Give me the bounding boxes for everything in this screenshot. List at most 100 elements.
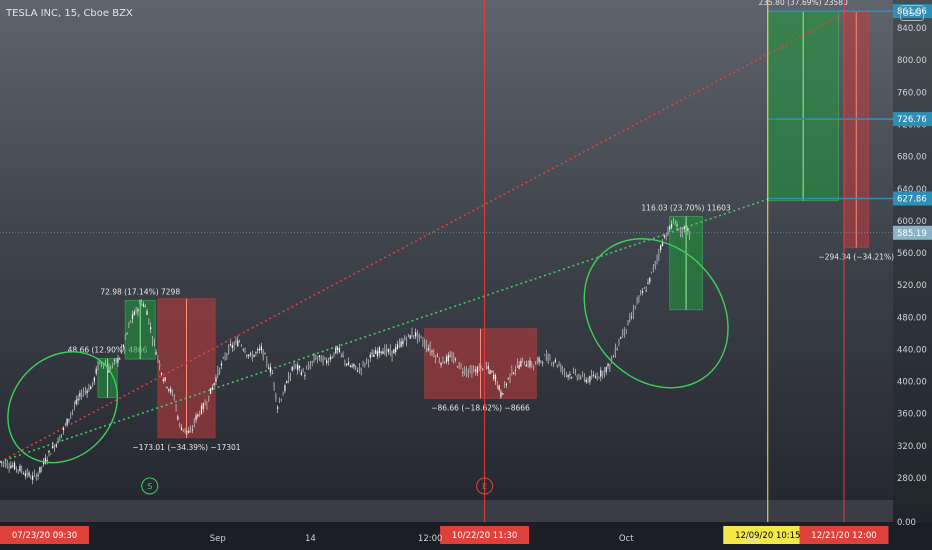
candle-body	[326, 360, 328, 364]
candle-body	[523, 364, 526, 366]
candle-body	[464, 368, 466, 374]
candle-body	[376, 351, 379, 357]
price-tick-4: 440.00	[897, 345, 927, 355]
candle-body	[681, 228, 684, 236]
candle-body	[592, 375, 595, 377]
candle-body	[603, 369, 606, 375]
candle-body	[335, 347, 337, 354]
candle-body	[600, 370, 602, 377]
candle-body	[654, 261, 656, 266]
candle-body	[4, 462, 7, 467]
candle-body	[415, 332, 417, 337]
candle-body	[609, 364, 611, 369]
candle-body	[405, 339, 408, 343]
candle-body	[115, 359, 117, 363]
candle-body	[61, 433, 63, 435]
price-tick-13: 800.00	[897, 56, 927, 66]
candle-body	[215, 377, 217, 382]
candle-body	[121, 348, 123, 351]
candle-body	[93, 377, 95, 382]
candle-body	[656, 257, 658, 260]
candle-body	[560, 365, 562, 371]
candle-body	[333, 352, 335, 357]
candle-body	[75, 399, 77, 404]
candle-body	[57, 438, 59, 444]
candle-body	[220, 363, 223, 366]
candle-body	[209, 388, 212, 394]
candle-body	[297, 364, 299, 370]
candle-body	[24, 473, 27, 477]
candle-body	[424, 342, 426, 346]
candle-body	[632, 309, 635, 315]
candle-body	[91, 381, 94, 386]
measure-label-3: −86.66 (−18.62%) −8666	[431, 403, 530, 412]
split-marker-label-0: S	[147, 482, 152, 491]
candle-body	[435, 355, 437, 360]
candle-body	[208, 395, 210, 401]
candle-body	[97, 362, 99, 369]
candle-body	[157, 356, 159, 359]
candle-body	[246, 354, 248, 356]
candle-body	[634, 307, 636, 310]
candle-body	[206, 404, 208, 406]
candle-body	[454, 359, 457, 361]
candle-body	[8, 467, 10, 469]
candle-body	[605, 366, 607, 373]
candle-body	[612, 356, 615, 358]
candle-body	[672, 220, 674, 224]
candle-body	[304, 375, 306, 377]
candle-body	[416, 332, 419, 340]
candle-body	[596, 375, 598, 380]
candle-body	[574, 370, 576, 374]
candle-body	[536, 360, 538, 362]
candle-body	[111, 363, 114, 366]
candle-body	[189, 429, 192, 432]
candle-body	[164, 377, 166, 381]
candle-body	[133, 311, 135, 315]
candle-body	[70, 414, 72, 415]
candle-body	[106, 367, 108, 370]
candle-body	[527, 362, 529, 367]
volume-tick: 0.00	[897, 518, 916, 528]
candle-body	[39, 466, 41, 473]
candle-body	[35, 474, 37, 480]
candle-body	[665, 236, 667, 238]
candle-body	[433, 353, 435, 357]
candle-body	[347, 362, 350, 366]
candle-body	[293, 365, 295, 367]
candle-body	[204, 403, 206, 406]
candle-body	[360, 368, 362, 371]
candle-body	[237, 340, 239, 347]
candle-body	[217, 369, 219, 376]
candle-body	[175, 406, 177, 408]
candle-body	[407, 334, 409, 335]
candle-body	[540, 360, 542, 362]
candle-body	[144, 306, 146, 308]
candle-body	[474, 369, 477, 372]
candle-body	[445, 356, 448, 362]
candle-body	[119, 358, 121, 360]
split-marker-0	[141, 477, 159, 495]
candle-body	[153, 341, 155, 343]
candle-body	[6, 462, 8, 467]
candle-body	[273, 382, 275, 387]
candle-body	[489, 370, 491, 374]
candle-body	[375, 349, 377, 354]
candle-body	[224, 356, 226, 360]
candle-body	[364, 363, 366, 366]
candle-body	[669, 226, 671, 230]
currency-button[interactable]: USD	[900, 5, 924, 21]
candle-body	[242, 349, 244, 351]
candle-body	[346, 363, 348, 366]
candle-body	[429, 346, 431, 352]
price-tick-8: 600.00	[897, 217, 927, 227]
candle-body	[516, 362, 518, 365]
candle-body	[518, 365, 520, 369]
candle-body	[287, 375, 290, 383]
candle-body	[356, 370, 359, 372]
candle-body	[478, 366, 480, 372]
candle-body	[543, 354, 546, 356]
x-tick-1: 14	[305, 534, 316, 544]
candle-body	[19, 465, 21, 472]
